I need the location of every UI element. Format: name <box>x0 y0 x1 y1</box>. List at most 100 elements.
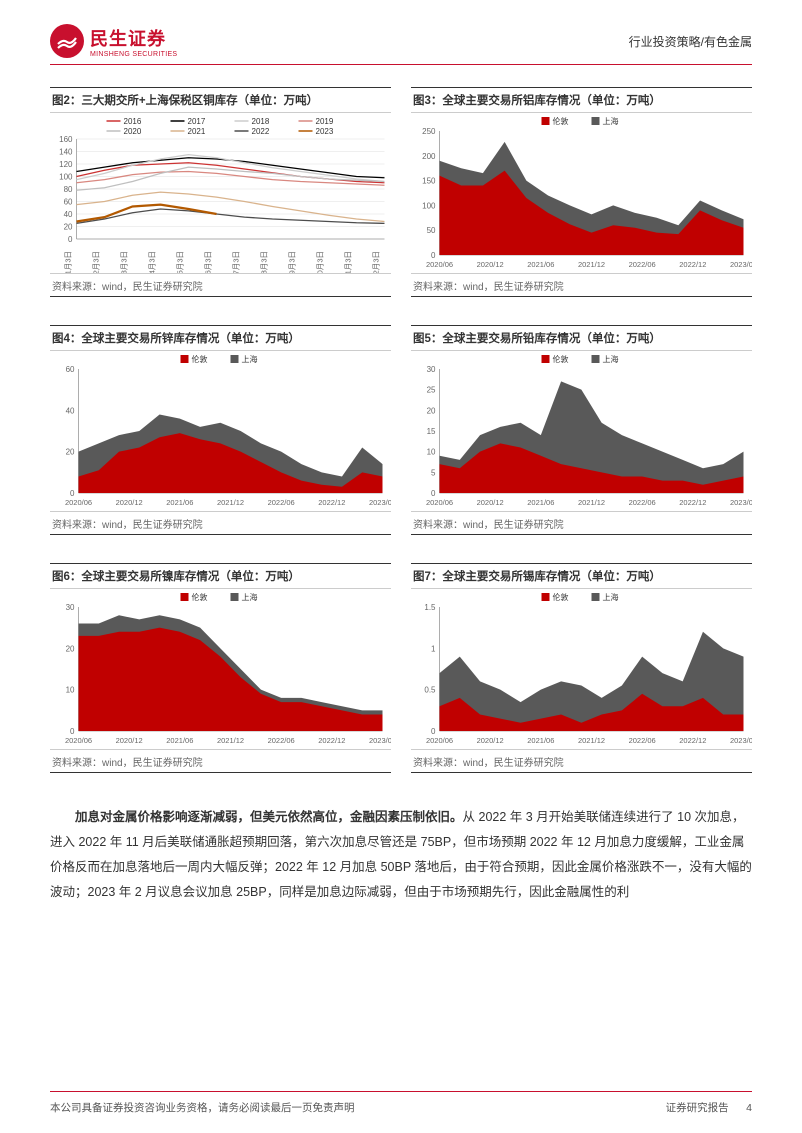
svg-text:150: 150 <box>422 177 436 186</box>
footer-page-number: 4 <box>746 1102 752 1114</box>
svg-text:2023: 2023 <box>316 127 334 136</box>
svg-text:上海: 上海 <box>603 354 619 364</box>
svg-text:10月3日: 10月3日 <box>316 251 325 273</box>
svg-text:伦敦: 伦敦 <box>192 354 208 364</box>
svg-text:2022: 2022 <box>252 127 270 136</box>
svg-text:3月3日: 3月3日 <box>120 251 129 273</box>
svg-text:2021/12: 2021/12 <box>578 736 605 745</box>
chart-4-panel: 图4：全球主要交易所锌库存情况（单位：万吨） 伦敦上海02040602020/0… <box>50 325 391 535</box>
chart-6-panel: 图6：全球主要交易所镍库存情况（单位：万吨） 伦敦 上海 0 10 20 30 2020/0… <box>50 563 391 773</box>
footer-right-label: 证券研究报告 <box>666 1102 729 1114</box>
chart-5-source: 资料来源：wind，民生证券研究院 <box>411 511 752 534</box>
svg-text:12月3日: 12月3日 <box>372 251 381 273</box>
chart-6-title: 图6：全球主要交易所镍库存情况（单位：万吨） <box>50 564 391 589</box>
svg-text:80: 80 <box>64 185 73 194</box>
svg-text:0: 0 <box>431 251 436 260</box>
svg-text:25: 25 <box>427 386 436 395</box>
svg-text:2021/06: 2021/06 <box>527 736 554 745</box>
chart-5-panel: 图5：全球主要交易所铅库存情况（单位：万吨） 伦敦上海0510152025302… <box>411 325 752 535</box>
body-paragraph: 加息对金属价格影响逐渐减弱，但美元依然高位，金融因素压制依旧。从 2022 年 … <box>50 805 752 905</box>
chart-7-title: 图7：全球主要交易所锡库存情况（单位：万吨） <box>411 564 752 589</box>
svg-text:1.5: 1.5 <box>424 603 436 612</box>
svg-text:2023/06: 2023/06 <box>730 260 752 269</box>
svg-text:2022/12: 2022/12 <box>679 736 706 745</box>
svg-text:0: 0 <box>70 727 75 736</box>
svg-text:6月3日: 6月3日 <box>204 251 213 273</box>
svg-text:2020: 2020 <box>124 127 142 136</box>
svg-text:2020/12: 2020/12 <box>116 736 143 745</box>
svg-text:2020/06: 2020/06 <box>426 498 453 507</box>
svg-text:2021/12: 2021/12 <box>217 498 244 507</box>
svg-text:0: 0 <box>68 235 73 244</box>
p1-bold: 加息对金属价格影响逐渐减弱，但美元依然高位，金融因素压制依旧。 <box>75 810 463 824</box>
svg-text:120: 120 <box>59 160 73 169</box>
chart-2-panel: 图2：三大期交所+上海保税区铜库存（单位：万吨） 201620172018201… <box>50 87 391 297</box>
page-header: 民生证券 MINSHENG SECURITIES 行业投资策略/有色金属 <box>0 0 802 64</box>
svg-text:5: 5 <box>431 468 436 477</box>
logo-block: 民生证券 MINSHENG SECURITIES <box>50 24 177 58</box>
svg-text:20: 20 <box>427 406 436 415</box>
svg-text:0.5: 0.5 <box>424 686 436 695</box>
svg-text:2022/12: 2022/12 <box>318 498 345 507</box>
svg-text:2016: 2016 <box>124 117 142 126</box>
svg-text:2021/12: 2021/12 <box>578 498 605 507</box>
chart-2-plot: 2016201720182019202020212022202302040608… <box>50 113 391 273</box>
chart-4-source: 资料来源：wind，民生证券研究院 <box>50 511 391 534</box>
svg-text:2月3日: 2月3日 <box>92 251 101 273</box>
svg-text:2023/06: 2023/06 <box>730 736 752 745</box>
svg-text:2021: 2021 <box>188 127 206 136</box>
chart-grid: 图2：三大期交所+上海保税区铜库存（单位：万吨） 201620172018201… <box>50 87 752 773</box>
svg-text:1月3日: 1月3日 <box>64 251 73 273</box>
footer-right: 证券研究报告 4 <box>666 1100 752 1115</box>
svg-text:20: 20 <box>66 644 75 653</box>
svg-text:30: 30 <box>427 365 436 374</box>
svg-text:250: 250 <box>422 127 436 136</box>
chart-7-plot: 伦敦上海00.511.52020/062020/122021/062021/12… <box>411 589 752 749</box>
svg-text:40: 40 <box>64 210 73 219</box>
svg-text:2023/06: 2023/06 <box>730 498 752 507</box>
svg-text:2021/12: 2021/12 <box>217 736 244 745</box>
svg-text:5月3日: 5月3日 <box>176 251 185 273</box>
chart-3-plot: 伦敦上海0501001502002502020/062020/122021/06… <box>411 113 752 273</box>
footer-disclaimer: 本公司具备证券投资咨询业务资格，请务必阅读最后一页免责声明 <box>50 1100 355 1115</box>
svg-text:7月3日: 7月3日 <box>232 251 241 273</box>
svg-text:2020/06: 2020/06 <box>65 736 92 745</box>
chart-2-source: 资料来源：wind，民生证券研究院 <box>50 273 391 296</box>
svg-text:10: 10 <box>66 686 75 695</box>
svg-text:0: 0 <box>431 489 436 498</box>
logo-cn-text: 民生证券 <box>90 25 177 51</box>
svg-text:50: 50 <box>427 226 436 235</box>
svg-text:2022/12: 2022/12 <box>318 736 345 745</box>
svg-text:2022/12: 2022/12 <box>679 260 706 269</box>
svg-text:上海: 上海 <box>242 592 258 602</box>
svg-text:2022/06: 2022/06 <box>629 736 656 745</box>
header-category: 行业投资策略/有色金属 <box>629 33 752 50</box>
svg-text:9月3日: 9月3日 <box>288 251 297 273</box>
chart-7-panel: 图7：全球主要交易所锡库存情况（单位：万吨） 伦敦上海00.511.52020/… <box>411 563 752 773</box>
chart-7-source: 资料来源：wind，民生证券研究院 <box>411 749 752 772</box>
logo-icon <box>50 24 84 58</box>
svg-text:伦敦: 伦敦 <box>553 116 569 126</box>
svg-text:1: 1 <box>431 644 436 653</box>
svg-text:上海: 上海 <box>603 592 619 602</box>
svg-text:2023/06: 2023/06 <box>369 736 391 745</box>
page-footer: 本公司具备证券投资咨询业务资格，请务必阅读最后一页免责声明 证券研究报告 4 <box>50 1091 752 1115</box>
svg-text:2020/06: 2020/06 <box>65 498 92 507</box>
svg-text:伦敦: 伦敦 <box>553 354 569 364</box>
chart-3-source: 资料来源：wind，民生证券研究院 <box>411 273 752 296</box>
svg-text:2021/06: 2021/06 <box>166 498 193 507</box>
chart-6-plot: 伦敦上海01020302020/062020/122021/062021/122… <box>50 589 391 749</box>
content-area: 图2：三大期交所+上海保税区铜库存（单位：万吨） 201620172018201… <box>0 65 802 905</box>
svg-text:200: 200 <box>422 152 436 161</box>
svg-text:10: 10 <box>427 448 436 457</box>
svg-text:2020/12: 2020/12 <box>477 498 504 507</box>
svg-text:2022/06: 2022/06 <box>268 498 295 507</box>
svg-text:30: 30 <box>66 603 75 612</box>
svg-text:140: 140 <box>59 148 73 157</box>
svg-text:2023/06: 2023/06 <box>369 498 391 507</box>
svg-text:上海: 上海 <box>603 116 619 126</box>
svg-text:上海: 上海 <box>242 354 258 364</box>
svg-text:伦敦: 伦敦 <box>553 592 569 602</box>
svg-text:伦敦: 伦敦 <box>192 592 208 602</box>
svg-text:0: 0 <box>70 489 75 498</box>
